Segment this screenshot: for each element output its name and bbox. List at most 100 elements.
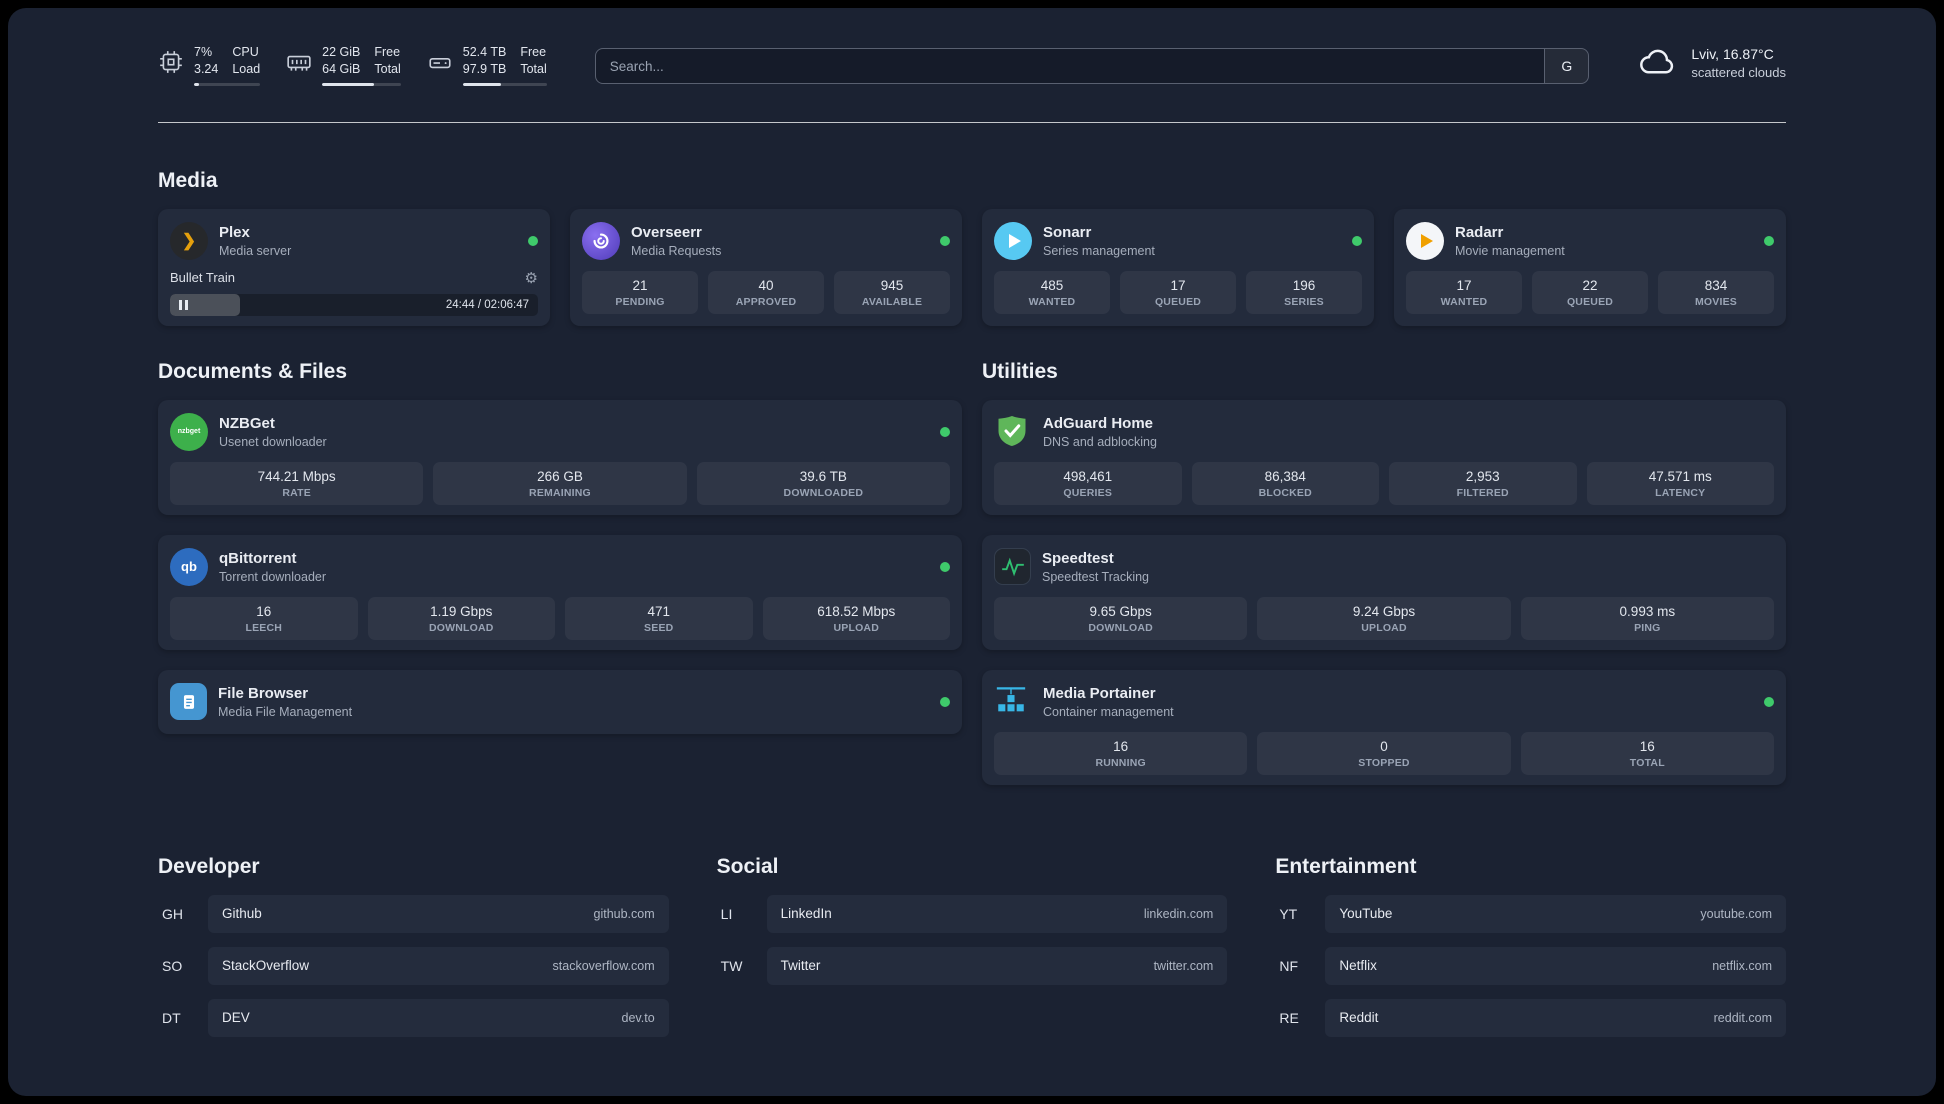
section-title-entertainment: Entertainment [1275,854,1417,878]
bookmark-name: Github [222,906,262,921]
stat-rate: 744.21 Mbps RATE [170,461,424,505]
bookmark-youtube[interactable]: YT YouTube youtube.com [1275,894,1786,933]
portainer-link[interactable]: Media Portainer Container management [994,680,1774,724]
card-overseerr: Overseerr Media Requests 21 PENDING 40 A… [570,208,962,326]
bookmark-url: dev.to [621,1010,655,1025]
stat-total: 16 TOTAL [1520,731,1774,775]
utilities-column: Utilities AdGuard Home DNS and adblockin… [982,326,1786,805]
overseerr-icon [582,221,620,260]
disk-widget: 52.4 TB 97.9 TB Free Total [427,45,547,86]
card-speedtest: Speedtest Speedtest Tracking 9.65 Gbps D… [982,534,1786,650]
plex-icon: ❯ [170,221,208,260]
cpu-load-label: Load [232,61,261,76]
cloud-icon [1640,49,1674,74]
pause-button[interactable] [179,299,188,310]
card-sonarr: Sonarr Series management 485 WANTED 17 Q… [982,208,1374,326]
qbittorrent-icon: qb [170,547,208,586]
bookmark-linkedin[interactable]: LI LinkedIn linkedin.com [717,894,1228,933]
adguard-link[interactable]: AdGuard Home DNS and adblocking [994,410,1774,454]
stat-downloaded: 39.6 TB DOWNLOADED [696,461,950,505]
stat-running: 16 RUNNING [994,731,1248,775]
section-title-social: Social [716,854,779,878]
plex-subtitle: Media server [219,243,292,258]
overseerr-link[interactable]: Overseerr Media Requests [582,219,950,263]
bookmark-dev[interactable]: DT DEV dev.to [158,998,669,1037]
disk-icon [429,57,451,69]
section-title-utilities: Utilities [982,359,1058,383]
speedtest-link[interactable]: Speedtest Speedtest Tracking [994,545,1774,589]
portainer-name: Media Portainer [1043,684,1156,702]
cpu-icon [160,51,182,73]
bookmark-github[interactable]: GH Github github.com [158,894,669,933]
radarr-link[interactable]: Radarr Movie management [1406,219,1774,263]
plex-status-dot [528,235,538,246]
cpu-load-value: 3.24 [194,61,219,76]
search-provider-button[interactable]: G [1544,49,1589,83]
cpu-percent: 7% [194,45,213,59]
qbittorrent-link[interactable]: qb qBittorrent Torrent downloader [170,545,950,589]
stat-seed: 471 SEED [565,596,753,640]
bookmark-name: DEV [222,1010,250,1025]
stat-upload: 9.24 Gbps UPLOAD [1257,596,1511,640]
stat-latency: 47.571 ms LATENCY [1586,461,1774,505]
nzbget-icon: nzbget [170,412,208,451]
card-radarr: Radarr Movie management 17 WANTED 22 QUE… [1394,208,1786,326]
memory-icon [287,55,311,71]
bookmark-netflix[interactable]: NF Netflix netflix.com [1275,946,1786,985]
overseerr-subtitle: Media Requests [631,243,722,258]
plex-link[interactable]: ❯ Plex Media server [170,219,538,263]
search-bar: G [594,48,1590,84]
weather-widget: Lviv, 16.87°C scattered clouds [1637,46,1786,80]
bookmark-group-social: Social LI LinkedIn linkedin.com TW Twitt… [717,815,1228,1051]
bookmarks-grid: Developer GH Github github.com SO StackO… [158,815,1786,1051]
sonarr-subtitle: Series management [1043,243,1155,258]
bookmark-url: netflix.com [1712,958,1772,973]
plex-playback-time: 24:44 / 02:06:47 [445,298,529,311]
bookmark-stackoverflow[interactable]: SO StackOverflow stackoverflow.com [158,946,669,985]
bookmark-abbr: NF [1279,957,1298,974]
bookmark-twitter[interactable]: TW Twitter twitter.com [717,946,1228,985]
bookmark-url: reddit.com [1713,1010,1772,1025]
speedtest-subtitle: Speedtest Tracking [1042,569,1150,584]
disk-total-label: Total [520,61,547,76]
gear-icon[interactable]: ⚙ [524,269,538,287]
stat-leech: 16 LEECH [170,596,358,640]
card-filebrowser: File Browser Media File Management [158,669,962,734]
section-title-documents: Documents & Files [158,359,348,383]
qbittorrent-status-dot [940,561,950,572]
dashboard-page: 7% 3.24 CPU Load 22 GiB [8,8,1936,1096]
nzbget-link[interactable]: nzbget NZBGet Usenet downloader [170,410,950,454]
memory-progress-bar [322,82,401,86]
bookmark-name: Reddit [1339,1010,1379,1025]
memory-total-label: Total [374,61,401,76]
speedtest-name: Speedtest [1042,549,1114,567]
filebrowser-name: File Browser [218,684,309,702]
plex-now-playing: Bullet Train [170,270,236,285]
stat-filtered: 2,953 FILTERED [1389,461,1577,505]
bookmark-abbr: SO [162,957,183,974]
sonarr-name: Sonarr [1043,223,1092,241]
stat-wanted: 17 WANTED [1406,270,1522,314]
stat-download: 9.65 Gbps DOWNLOAD [994,596,1248,640]
bookmark-name: Netflix [1339,958,1377,973]
nzbget-name: NZBGet [219,414,275,432]
bookmark-reddit[interactable]: RE Reddit reddit.com [1275,998,1786,1037]
weather-condition: scattered clouds [1691,65,1786,80]
sonarr-link[interactable]: Sonarr Series management [994,219,1362,263]
cpu-widget: 7% 3.24 CPU Load [158,45,261,86]
bookmark-group-entertainment: Entertainment YT YouTube youtube.com NF … [1275,815,1786,1051]
stat-approved: 40 APPROVED [708,270,824,314]
portainer-icon [994,683,1032,721]
stat-available: 945 AVAILABLE [834,270,950,314]
filebrowser-link[interactable]: File Browser Media File Management [170,680,950,724]
bookmark-name: YouTube [1339,906,1393,921]
filebrowser-icon [170,683,207,720]
nzbget-status-dot [940,426,950,437]
sonarr-status-dot [1352,235,1362,246]
stat-queries: 498,461 QUERIES [994,461,1182,505]
search-input[interactable] [595,58,1545,74]
bookmark-abbr: YT [1279,905,1298,922]
cpu-label: CPU [232,45,259,59]
filebrowser-subtitle: Media File Management [218,704,353,719]
bookmark-abbr: LI [720,905,733,922]
